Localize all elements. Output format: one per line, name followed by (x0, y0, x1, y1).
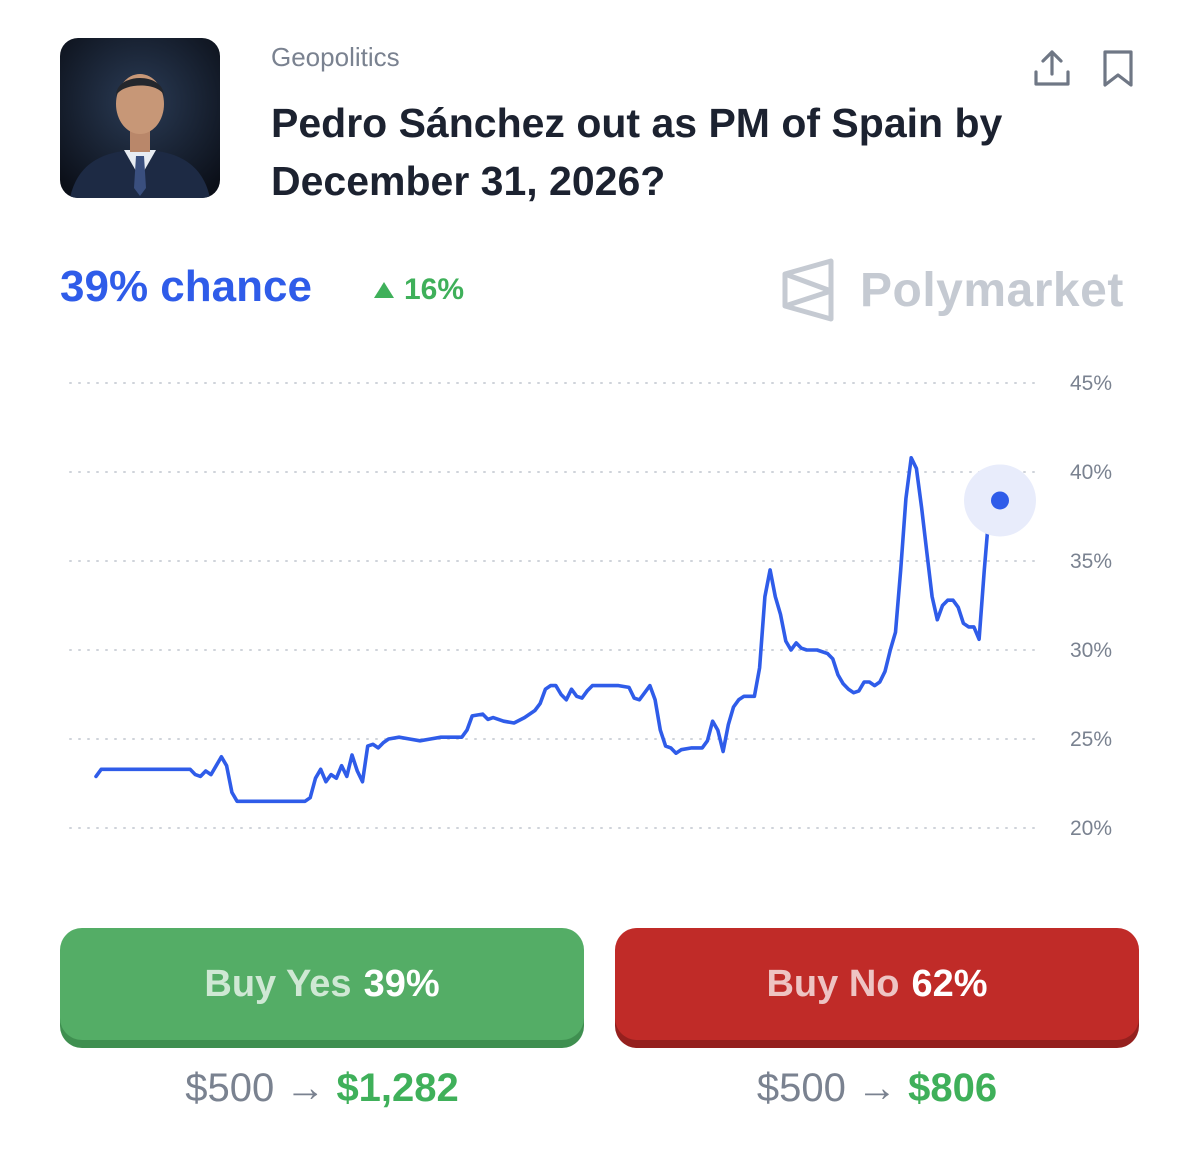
market-thumbnail[interactable] (60, 38, 220, 198)
buy-no-label: Buy No (766, 962, 900, 1005)
up-triangle-icon (374, 282, 394, 298)
probability-chart[interactable]: 45% 40% 35% 30% 25% 20% (0, 350, 1200, 860)
y-axis-ticks: 45% 40% 35% 30% 25% 20% (1070, 372, 1112, 840)
yes-return: $1,282 (336, 1066, 459, 1110)
market-category[interactable]: Geopolitics (271, 42, 400, 72)
y-tick-label: 30% (1070, 639, 1112, 662)
bookmark-icon[interactable] (1096, 46, 1140, 90)
buy-yes-button[interactable]: Buy Yes 39% (60, 928, 584, 1040)
y-tick-label: 25% (1070, 728, 1112, 751)
no-stake: $500 (756, 1066, 846, 1110)
no-payout: $500 → $806 (615, 1066, 1139, 1111)
y-tick-label: 40% (1070, 461, 1112, 484)
no-return: $806 (908, 1066, 998, 1110)
arrow-right-icon: → (285, 1066, 326, 1110)
portrait-image (60, 38, 220, 198)
chance-change: 16% (374, 273, 464, 307)
y-tick-label: 35% (1070, 550, 1112, 573)
buy-yes-label: Buy Yes (204, 962, 352, 1005)
change-value: 16% (404, 273, 465, 306)
market-title: Pedro Sánchez out as PM of Spain by Dece… (271, 100, 1003, 204)
brand-name: Polymarket (860, 263, 1124, 317)
y-tick-label: 20% (1070, 817, 1112, 840)
chance-value: 39% chance (60, 262, 312, 311)
polymarket-logo-icon (782, 258, 834, 322)
arrow-right-icon: → (857, 1066, 897, 1110)
yes-stake: $500 (185, 1066, 275, 1110)
buy-yes-price: 39% (363, 962, 440, 1005)
current-point-marker[interactable] (991, 491, 1009, 510)
buy-no-price: 62% (911, 962, 988, 1005)
buy-no-button[interactable]: Buy No 62% (615, 928, 1139, 1040)
y-tick-label: 45% (1070, 372, 1112, 395)
share-icon[interactable] (1030, 46, 1074, 90)
polymarket-watermark: Polymarket (780, 258, 1124, 322)
chart-grid (69, 382, 1036, 829)
probability-line (94, 456, 1002, 804)
yes-payout: $500 → $1,282 (60, 1066, 584, 1111)
